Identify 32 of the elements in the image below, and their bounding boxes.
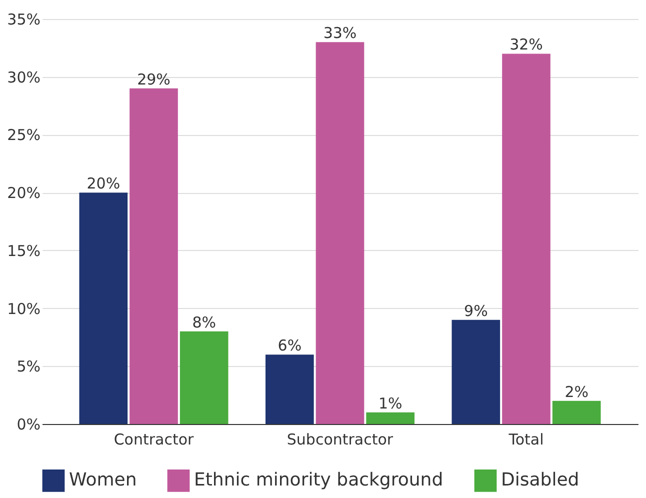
data-label: 8% bbox=[192, 313, 216, 332]
y-tick-label: 0% bbox=[16, 416, 40, 434]
data-label: 6% bbox=[278, 336, 302, 355]
data-label: 33% bbox=[323, 24, 357, 42]
data-label: 29% bbox=[137, 70, 170, 88]
bar bbox=[266, 354, 314, 424]
bar bbox=[502, 54, 550, 424]
y-tick-label: 20% bbox=[7, 184, 40, 202]
y-tick-label: 15% bbox=[7, 242, 40, 260]
bar bbox=[180, 331, 228, 424]
x-tick-label: Contractor bbox=[114, 430, 195, 448]
y-tick-label: 10% bbox=[7, 300, 40, 318]
y-tick-label: 5% bbox=[16, 358, 40, 376]
bar bbox=[130, 88, 178, 424]
bar bbox=[552, 400, 601, 424]
bar bbox=[316, 42, 364, 424]
data-label: 9% bbox=[464, 302, 488, 320]
bar bbox=[366, 412, 414, 424]
y-tick-label: 35% bbox=[7, 10, 40, 28]
x-tick-label: Subcontractor bbox=[286, 430, 394, 448]
y-tick-label: 25% bbox=[7, 126, 40, 144]
y-tick-label: 30% bbox=[7, 68, 40, 86]
bar bbox=[79, 192, 128, 424]
legend-label: Women bbox=[69, 470, 137, 491]
x-tick-label: Total bbox=[508, 430, 544, 448]
data-label: 1% bbox=[378, 394, 402, 412]
data-label: 20% bbox=[86, 174, 120, 193]
bar bbox=[452, 320, 500, 424]
legend-label: Ethnic minority background bbox=[194, 470, 444, 491]
data-label: 2% bbox=[564, 382, 588, 401]
data-label: 32% bbox=[510, 36, 543, 54]
legend-label: Disabled bbox=[501, 470, 580, 491]
